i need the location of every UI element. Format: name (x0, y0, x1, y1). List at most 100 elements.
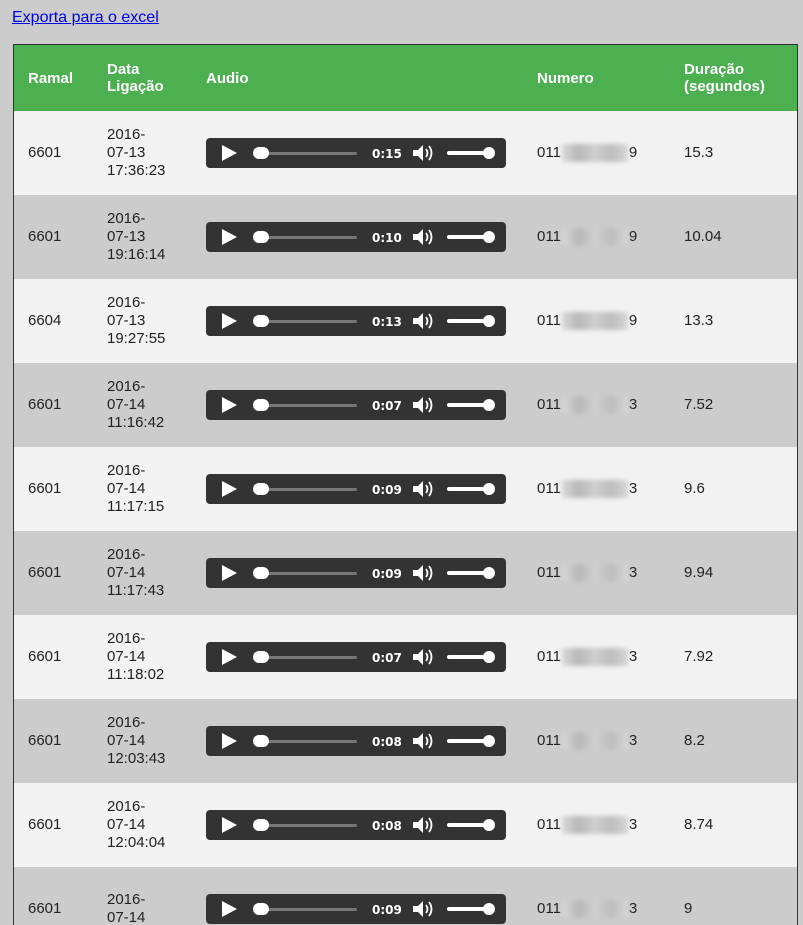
volume-handle[interactable] (483, 315, 495, 327)
play-icon[interactable] (222, 229, 237, 245)
audio-player[interactable]: 0:07 (206, 642, 506, 672)
volume-icon[interactable] (412, 564, 436, 582)
seek-handle[interactable] (253, 399, 269, 411)
date-part-year: 2016- (107, 714, 146, 731)
cell-ramal: 6601 (28, 144, 62, 161)
date-part-time: 19:16:14 (107, 246, 166, 263)
volume-slider[interactable] (447, 819, 495, 831)
audio-player[interactable]: 0:13 (206, 306, 506, 336)
seek-handle[interactable] (253, 147, 269, 159)
table-row: 6601 2016- 07-13 17:36:23 0:15 (14, 111, 797, 195)
numero-prefix: 011 (537, 815, 561, 833)
audio-player[interactable]: 0:09 (206, 558, 506, 588)
volume-icon[interactable] (412, 816, 436, 834)
seek-handle[interactable] (253, 315, 269, 327)
volume-handle[interactable] (483, 483, 495, 495)
seek-handle[interactable] (253, 483, 269, 495)
cell-numero: 011 3 (507, 867, 670, 925)
numero-suffix: 3 (628, 899, 638, 917)
seek-bar[interactable] (253, 651, 357, 663)
play-icon[interactable] (222, 649, 237, 665)
play-icon[interactable] (222, 733, 237, 749)
volume-icon[interactable] (412, 732, 436, 750)
volume-slider[interactable] (447, 651, 495, 663)
volume-icon[interactable] (412, 480, 436, 498)
cell-duracao: 9 (684, 900, 693, 917)
seek-bar[interactable] (253, 819, 357, 831)
volume-handle[interactable] (483, 231, 495, 243)
date-part-year: 2016- (107, 210, 146, 227)
play-icon[interactable] (222, 901, 237, 917)
play-icon[interactable] (222, 145, 237, 161)
cell-ramal: 6604 (28, 312, 62, 329)
seek-bar[interactable] (253, 147, 357, 159)
volume-slider[interactable] (447, 483, 495, 495)
seek-bar[interactable] (253, 567, 357, 579)
seek-handle[interactable] (253, 231, 269, 243)
numero-prefix: 011 (537, 731, 561, 749)
seek-handle[interactable] (253, 819, 269, 831)
table-row: 6601 2016- 07-14 0:09 (14, 867, 797, 925)
audio-player[interactable]: 0:15 (206, 138, 506, 168)
volume-icon[interactable] (412, 228, 436, 246)
audio-time: 0:08 (372, 819, 402, 833)
numero-prefix: 011 (537, 227, 561, 245)
play-icon[interactable] (222, 565, 237, 581)
audio-player[interactable]: 0:09 (206, 474, 506, 504)
audio-time: 0:09 (372, 903, 402, 917)
volume-slider[interactable] (447, 903, 495, 915)
cell-audio: 0:08 (192, 783, 507, 867)
cell-numero: 011 3 (507, 363, 670, 447)
audio-player[interactable]: 0:08 (206, 726, 506, 756)
volume-handle[interactable] (483, 735, 495, 747)
audio-time: 0:09 (372, 483, 402, 497)
cell-date: 2016- 07-14 11:18:02 (99, 615, 192, 699)
seek-handle[interactable] (253, 903, 269, 915)
volume-handle[interactable] (483, 903, 495, 915)
seek-bar[interactable] (253, 399, 357, 411)
audio-player[interactable]: 0:10 (206, 222, 506, 252)
volume-icon[interactable] (412, 648, 436, 666)
date-part-year: 2016- (107, 126, 146, 143)
play-icon[interactable] (222, 397, 237, 413)
play-icon[interactable] (222, 313, 237, 329)
seek-bar[interactable] (253, 735, 357, 747)
volume-icon[interactable] (412, 396, 436, 414)
seek-bar[interactable] (253, 315, 357, 327)
audio-player[interactable]: 0:09 (206, 894, 506, 924)
volume-icon[interactable] (412, 900, 436, 918)
seek-bar[interactable] (253, 231, 357, 243)
export-excel-link[interactable]: Exporta para o excel (12, 9, 159, 26)
volume-slider[interactable] (447, 231, 495, 243)
table-row: 6601 2016- 07-14 11:17:15 0:09 (14, 447, 797, 531)
play-icon[interactable] (222, 817, 237, 833)
date-part-time: 12:04:04 (107, 834, 166, 851)
seek-handle[interactable] (253, 651, 269, 663)
volume-handle[interactable] (483, 147, 495, 159)
audio-time: 0:09 (372, 567, 402, 581)
volume-handle[interactable] (483, 651, 495, 663)
volume-handle[interactable] (483, 567, 495, 579)
volume-handle[interactable] (483, 819, 495, 831)
numero-prefix: 011 (537, 143, 561, 161)
date-part-time: 11:16:42 (107, 414, 165, 431)
volume-slider[interactable] (447, 567, 495, 579)
volume-slider[interactable] (447, 147, 495, 159)
volume-icon[interactable] (412, 312, 436, 330)
seek-handle[interactable] (253, 567, 269, 579)
audio-player[interactable]: 0:08 (206, 810, 506, 840)
seek-bar[interactable] (253, 483, 357, 495)
play-icon[interactable] (222, 481, 237, 497)
seek-handle[interactable] (253, 735, 269, 747)
cell-numero: 011 9 (507, 111, 670, 195)
audio-player[interactable]: 0:07 (206, 390, 506, 420)
cell-audio: 0:07 (192, 363, 507, 447)
volume-slider[interactable] (447, 399, 495, 411)
cell-audio: 0:09 (192, 447, 507, 531)
date-part-day: 07-13 (107, 228, 146, 245)
volume-icon[interactable] (412, 144, 436, 162)
volume-handle[interactable] (483, 399, 495, 411)
volume-slider[interactable] (447, 735, 495, 747)
audio-time: 0:07 (372, 399, 402, 413)
volume-slider[interactable] (447, 315, 495, 327)
